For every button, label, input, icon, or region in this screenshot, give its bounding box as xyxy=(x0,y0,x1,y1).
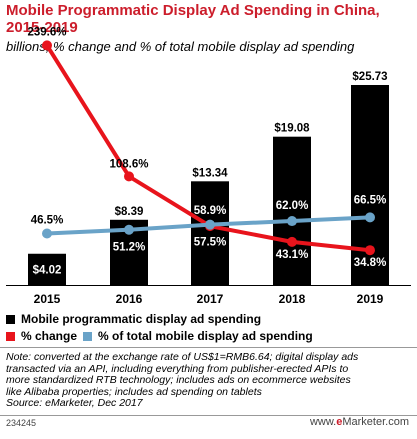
share-value-label: 51.2% xyxy=(113,242,146,254)
chart-note: Note: converted at the exchange rate of … xyxy=(6,351,411,410)
legend-label: Mobile programmatic display ad spending xyxy=(21,312,262,326)
chart-id: 234245 xyxy=(6,418,37,428)
legend-swatch xyxy=(6,332,15,341)
legend-item: % change xyxy=(6,329,77,343)
change-point-2015 xyxy=(42,40,52,51)
bar-2015 xyxy=(28,253,66,285)
bar-2018 xyxy=(273,136,311,285)
legend-swatch xyxy=(6,315,15,324)
divider xyxy=(0,347,417,348)
bar-2017 xyxy=(191,181,229,285)
share-value-label: 62.0% xyxy=(276,200,309,212)
change-point-2016 xyxy=(124,171,134,182)
brand-footer: www.eMarketer.com xyxy=(309,416,409,428)
share-point-2018 xyxy=(287,216,297,227)
combo-chart: $4.02 $8.39 $13.34 $19.08 $25.73 239.6% 108.6%… xyxy=(6,26,411,306)
legend-label: % change xyxy=(21,329,78,343)
bar-value-label: $4.02 xyxy=(33,264,62,276)
legend-row-1: Mobile programmatic display ad spending xyxy=(6,312,267,326)
legend-item: Mobile programmatic display ad spending xyxy=(6,312,261,326)
divider xyxy=(0,415,417,416)
change-point-2019 xyxy=(365,245,375,256)
change-point-2018 xyxy=(287,236,297,247)
chart-subtitle: billions, % change and % of total mobile… xyxy=(6,39,355,54)
note-line: like Alibaba properties; includes ad spe… xyxy=(6,385,262,398)
change-value-label: 108.6% xyxy=(109,158,148,170)
share-point-2019 xyxy=(365,212,375,223)
x-tick-label: 2015 xyxy=(34,292,61,306)
x-tick-label: 2017 xyxy=(197,292,224,306)
bar-value-label: $25.73 xyxy=(352,71,387,83)
legend-swatch xyxy=(83,332,93,341)
share-value-label: 46.5% xyxy=(31,215,64,227)
change-value-label: 34.8% xyxy=(354,257,387,269)
share-point-2015 xyxy=(42,228,52,239)
bar-value-label: $8.39 xyxy=(115,206,144,218)
note-line: Note: converted at the exchange rate of … xyxy=(6,351,359,363)
chart-title: Mobile Programmatic Display Ad Spending … xyxy=(6,2,380,36)
x-tick-label: 2018 xyxy=(279,292,306,306)
legend-label: % of total mobile display ad spending xyxy=(98,329,313,343)
share-value-label: 66.5% xyxy=(354,194,387,206)
bar-value-label: $19.08 xyxy=(274,123,310,135)
share-value-label: 57.5% xyxy=(194,237,227,249)
change-value-label: 239.6% xyxy=(27,26,66,38)
note-line: Source: eMarketer, Dec 2017 xyxy=(6,397,143,410)
share-point-2016 xyxy=(124,224,134,235)
note-line: more standardized RTB technology; includ… xyxy=(6,374,351,387)
note-line: transacted via an API, including everyth… xyxy=(6,362,349,375)
bar-value-label: $13.34 xyxy=(192,167,228,179)
legend-row-2: % change % of total mobile display ad spe… xyxy=(6,329,319,343)
legend-item: % of total mobile display ad spending xyxy=(83,329,313,343)
share-point-2017 xyxy=(205,219,215,230)
x-tick-label: 2019 xyxy=(357,292,384,306)
x-tick-label: 2016 xyxy=(116,292,143,306)
change-value-label: 43.1% xyxy=(276,249,309,261)
change-value-label: 58.9% xyxy=(194,205,227,217)
